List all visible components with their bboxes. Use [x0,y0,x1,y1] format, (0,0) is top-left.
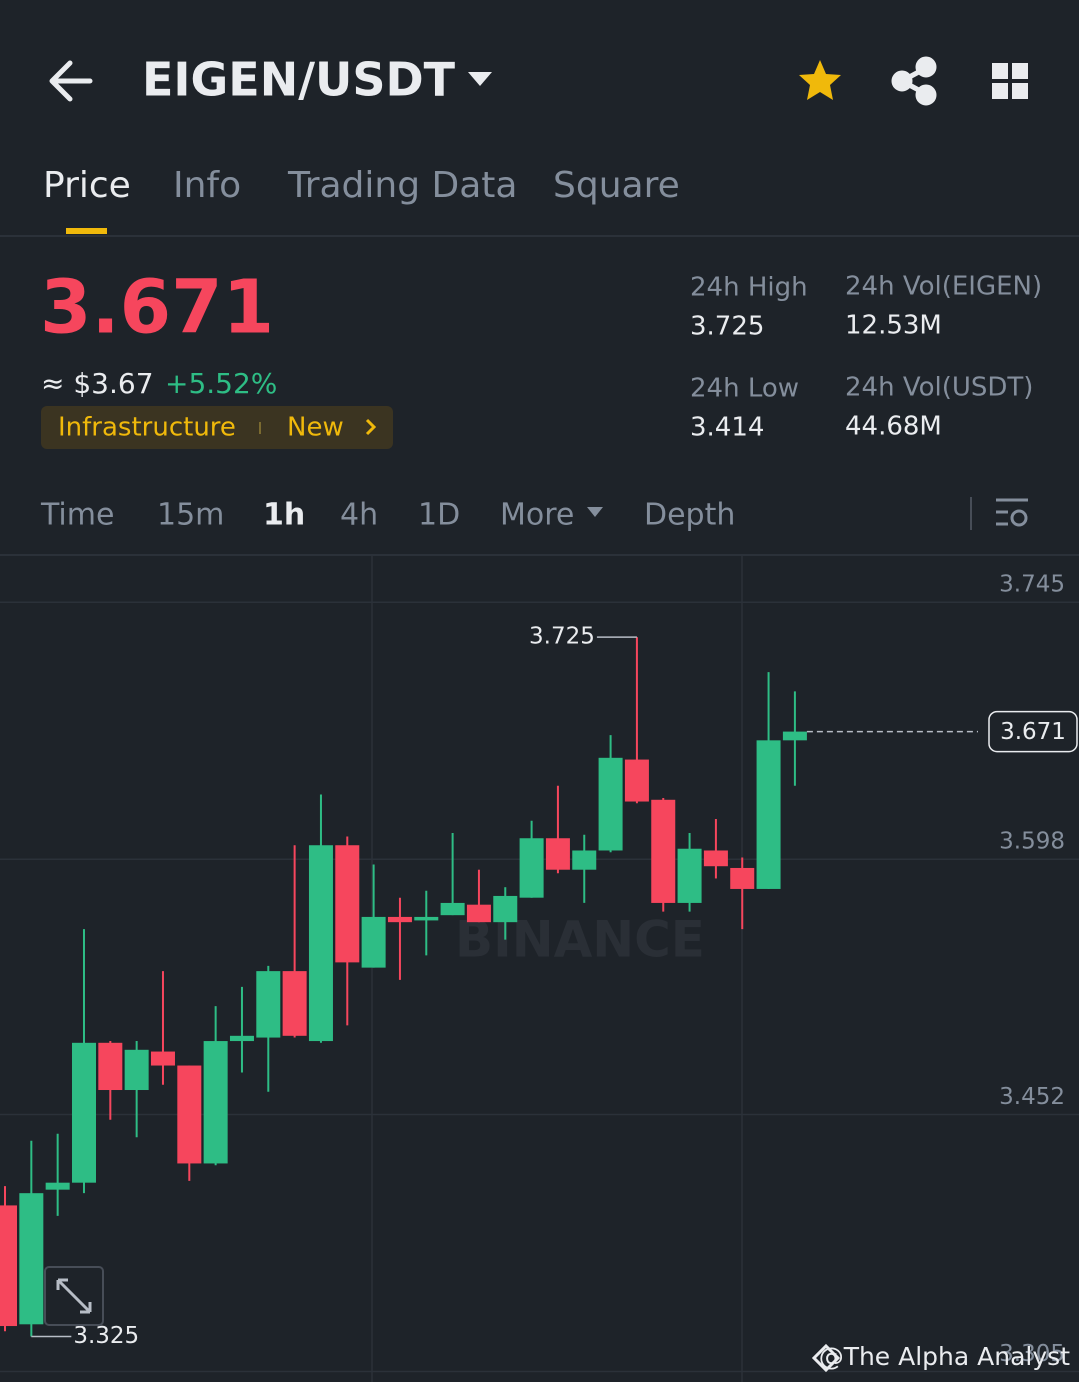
tag-box[interactable] [41,406,393,449]
candle-body [124,1049,149,1091]
candle-body [545,838,570,870]
high-label: 3.725 [529,624,595,650]
share-button[interactable] [891,56,937,106]
candle-body [677,848,702,903]
candles: 3.745 3.598 3.452 3.305 3.725 3.325 3.671 [0,572,1079,1373]
tag[interactable]: New [287,413,344,443]
candle-body [651,799,676,903]
interval[interactable]: 4h [340,498,378,533]
stat-value: 3.414 [690,413,764,443]
interval[interactable]: Time [40,498,114,533]
stat-label: 24h Vol(EIGEN) [845,272,1042,302]
candle-body [440,902,465,916]
candle-body [466,904,491,923]
candle-body [0,1205,17,1327]
candle-body [308,845,333,1042]
chart-settings[interactable] [996,498,1028,527]
candle-body [519,838,544,898]
interval[interactable]: More [500,498,574,533]
low-label: 3.325 [73,1323,139,1349]
favorite-star[interactable] [799,60,841,100]
separator [0,554,1079,556]
candle-body [203,1041,228,1164]
candle-body [703,850,728,867]
y-tick-label: 3.305 [999,1341,1065,1367]
credit: @The Alpha Analyst [819,1342,1071,1371]
last-price-tag: 3.671 [1000,719,1066,745]
y-tick-label: 3.598 [999,829,1065,855]
stat-value: 12.53M [845,311,942,341]
separator [0,235,1079,237]
candle-body [335,845,360,963]
stat-value: 44.68M [845,412,942,442]
pair-title[interactable]: EIGEN/USDT [142,53,456,107]
tab[interactable]: Trading Data [287,165,517,206]
candle-body [282,971,307,1036]
tab[interactable]: Price [43,165,131,206]
candle-body [19,1193,44,1325]
credit-icon [811,1343,841,1373]
candle-body [598,757,623,851]
y-tick-label: 3.745 [999,572,1065,598]
last-price-box [988,710,1078,753]
candle-body [98,1042,123,1091]
candle-body [229,1035,254,1042]
tab[interactable]: Square [553,165,680,206]
stat-label: 24h Low [690,374,799,404]
candle-body [730,867,755,889]
candle-body [414,916,439,921]
interval[interactable]: 15m [157,498,224,533]
candle-body [572,850,597,870]
fiat-price: ≈ $3.67 [41,367,154,400]
interval[interactable]: Depth [644,498,735,533]
candle-body [71,1042,96,1183]
tag[interactable]: Infrastructure [58,413,236,443]
stat-value: 3.725 [690,312,764,342]
more-dropdown[interactable] [587,507,603,517]
candle-body [756,740,781,889]
price-change: +5.52% [165,367,277,400]
last-price: 3.671 [40,265,274,351]
stat-label: 24h Vol(USDT) [845,373,1033,403]
y-tick-label: 3.452 [999,1084,1065,1110]
candle-body [177,1065,202,1164]
expand-icon [56,1278,92,1314]
tab[interactable]: Info [173,165,241,206]
candle-body [387,916,412,923]
candle-body [150,1051,175,1066]
interval[interactable]: 1h [263,498,305,533]
candle-body [782,731,807,741]
pair-dropdown[interactable] [468,72,492,86]
interval[interactable]: 1D [418,498,460,533]
candle-body [256,971,281,1038]
candle-body [45,1182,70,1190]
watermark: BINANCE [455,911,705,969]
candle-body [361,916,386,968]
stat-label: 24h High [690,273,808,303]
candle-body [493,895,518,923]
menu-grid[interactable] [992,63,1028,99]
back-button[interactable] [49,60,93,102]
tab-indicator [66,228,107,234]
candle-body [624,759,649,802]
tag-chevron [365,418,377,436]
